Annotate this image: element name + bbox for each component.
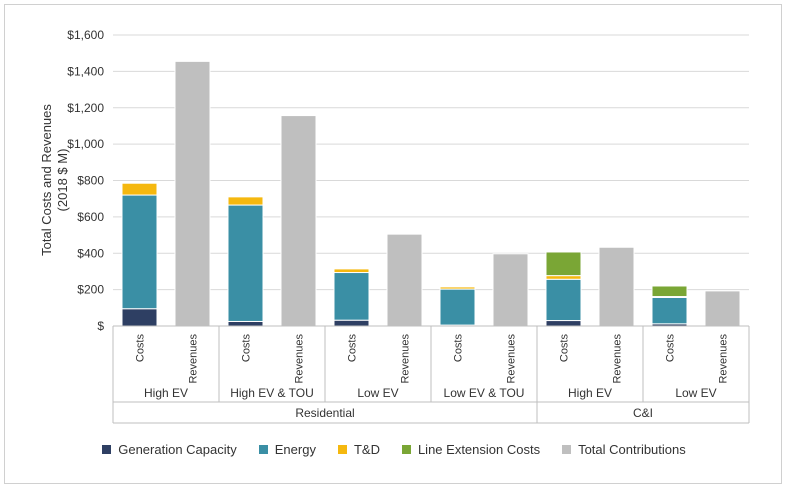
y-tick-label: $1,000 — [67, 137, 104, 151]
legend-swatch — [258, 445, 268, 454]
legend-item: Total Contributions — [562, 442, 686, 457]
bar-segment — [333, 272, 370, 321]
bar-segment — [651, 285, 688, 298]
bar-segment — [545, 320, 582, 327]
gridlines — [113, 34, 749, 291]
bar-segment — [227, 204, 264, 322]
y-tick-label: $600 — [77, 210, 104, 224]
x-category-label: Revenues — [612, 334, 624, 384]
bar-segment — [545, 275, 582, 280]
y-tick-label: $1,600 — [67, 28, 104, 42]
legend: Generation Capacity Energy T&D Line Extensi… — [0, 442, 788, 457]
y-tick-label: $ — [97, 319, 104, 333]
bar-segment — [545, 251, 582, 277]
bar-segment — [704, 290, 741, 327]
bar-segment — [121, 308, 158, 327]
bar-segment — [439, 288, 476, 326]
sector-label: Residential — [295, 406, 354, 420]
legend-label: Line Extension Costs — [417, 442, 541, 457]
bar-segment — [545, 278, 582, 322]
legend-item: Line Extension Costs — [401, 442, 541, 457]
bar-segment — [227, 196, 264, 206]
x-category-label: Costs — [135, 334, 147, 363]
legend-item: T&D — [337, 442, 380, 457]
legend-label: Generation Capacity — [118, 442, 237, 457]
y-axis-label-line-1: Total Costs and Revenues — [39, 104, 54, 256]
bar-segment — [598, 246, 635, 327]
bars — [121, 60, 741, 327]
legend-swatch — [102, 445, 112, 454]
legend-item: Generation Capacity — [102, 442, 237, 457]
y-axis-label-line-2: (2018 $ M) — [55, 149, 70, 212]
bar-segment — [227, 320, 264, 327]
x-category-label: Revenues — [188, 334, 200, 384]
x-category-label: Revenues — [718, 334, 730, 384]
x-category-label: Revenues — [400, 334, 412, 384]
legend-swatch — [562, 445, 572, 454]
bar-segment — [386, 233, 423, 327]
bar-segment — [280, 115, 317, 327]
y-tick-label: $1,200 — [67, 101, 104, 115]
y-tick-label: $800 — [77, 174, 104, 188]
scenario-label: High EV — [144, 386, 188, 400]
scenario-label: High EV — [568, 386, 612, 400]
sector-label: C&I — [633, 406, 653, 420]
bar-segment — [333, 268, 370, 274]
y-tick-label: $400 — [77, 246, 104, 260]
legend-label: T&D — [353, 442, 380, 457]
bar-segment — [651, 296, 688, 325]
x-axis: Costs Revenues Costs Revenues Costs Revenues C… — [112, 325, 750, 424]
y-tick-label: $1,400 — [67, 64, 104, 78]
legend-item: Energy — [258, 442, 316, 457]
x-category-label: Costs — [347, 334, 359, 363]
bar-segment — [439, 286, 476, 290]
bar-segment — [492, 253, 529, 327]
bar-segment — [121, 182, 158, 196]
legend-label: Total Contributions — [578, 442, 686, 457]
x-category-label: Revenues — [294, 334, 306, 384]
x-category-label: Costs — [241, 334, 253, 363]
x-category-label: Costs — [453, 334, 465, 363]
x-category-label: Costs — [665, 334, 677, 363]
scenario-label: High EV & TOU — [230, 386, 314, 400]
x-category-label: Costs — [559, 334, 571, 363]
legend-label: Energy — [274, 442, 316, 457]
y-axis-ticks: $ $200 $400 $600 $800 $1,000 $1,200 $1,400 $1,60… — [67, 28, 104, 333]
y-tick-label: $200 — [77, 283, 104, 297]
legend-swatch — [337, 445, 347, 454]
x-category-label: Revenues — [506, 334, 518, 384]
bar-segment — [333, 319, 370, 327]
legend-swatch — [401, 445, 411, 454]
bar-segment — [174, 60, 211, 327]
scenario-label: Low EV & TOU — [444, 386, 525, 400]
scenario-label: Low EV — [675, 386, 716, 400]
bar-segment — [121, 194, 158, 310]
scenario-label: Low EV — [357, 386, 398, 400]
